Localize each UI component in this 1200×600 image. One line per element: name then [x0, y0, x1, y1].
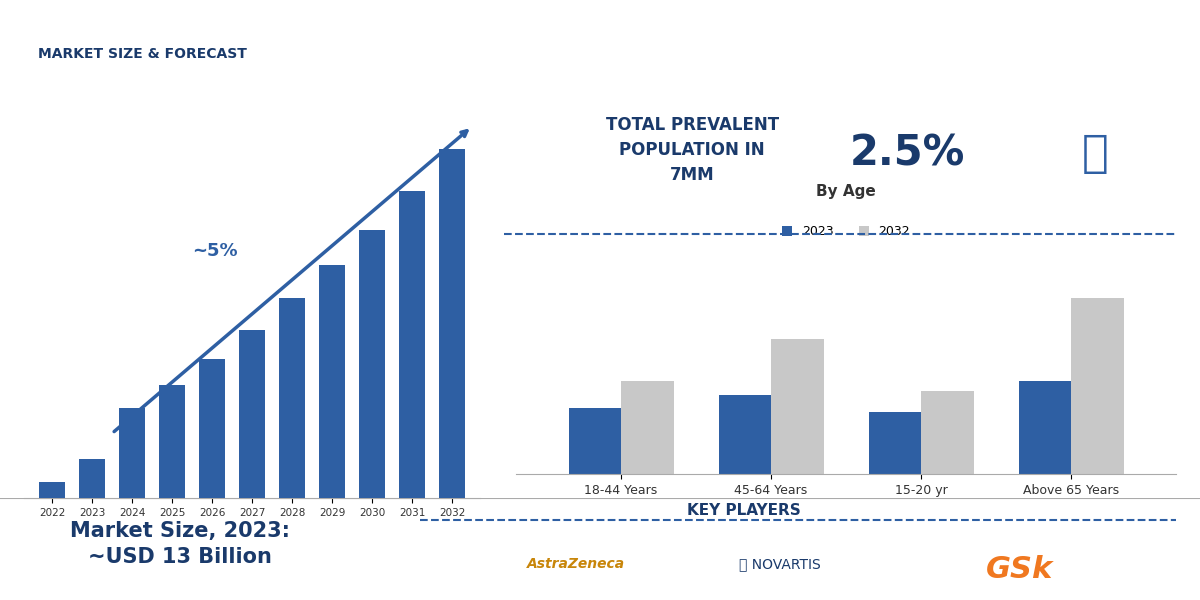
Text: 2.5%: 2.5%: [850, 132, 965, 174]
Bar: [719, 395, 772, 474]
Text: AstraZeneca: AstraZeneca: [527, 557, 625, 571]
Bar: [319, 265, 346, 498]
Text: GSk: GSk: [986, 555, 1054, 584]
Bar: [1072, 298, 1123, 474]
Bar: [569, 407, 622, 474]
Text: 👥: 👥: [1082, 131, 1109, 175]
Bar: [278, 298, 305, 498]
Legend: 2023, 2032: 2023, 2032: [776, 220, 916, 244]
Bar: [869, 412, 922, 474]
Text: MARKET SIZE & FORECAST: MARKET SIZE & FORECAST: [37, 47, 246, 61]
Bar: [622, 381, 673, 474]
Bar: [359, 230, 385, 498]
Bar: [79, 459, 106, 498]
Text: ~5%: ~5%: [192, 242, 238, 260]
Text: KEY PLAYERS: KEY PLAYERS: [688, 503, 800, 518]
Bar: [772, 339, 823, 474]
Text: TOTAL PREVALENT
POPULATION IN
7MM: TOTAL PREVALENT POPULATION IN 7MM: [606, 116, 779, 184]
Text: CHRONIC OBSTRUCTIVE PULMONARY DISEASE MARKET: CHRONIC OBSTRUCTIVE PULMONARY DISEASE MA…: [172, 22, 1028, 50]
Bar: [400, 191, 425, 498]
Bar: [439, 149, 466, 498]
Bar: [38, 482, 65, 498]
Bar: [199, 359, 226, 498]
Text: Market Size, 2023:
~USD 13 Billion: Market Size, 2023: ~USD 13 Billion: [70, 521, 290, 567]
Text: 🔥 NOVARTIS: 🔥 NOVARTIS: [739, 557, 821, 571]
Bar: [922, 391, 973, 474]
Text: By Age: By Age: [816, 184, 876, 199]
Bar: [119, 407, 145, 498]
Bar: [239, 330, 265, 498]
Bar: [158, 385, 185, 498]
Bar: [1019, 381, 1072, 474]
